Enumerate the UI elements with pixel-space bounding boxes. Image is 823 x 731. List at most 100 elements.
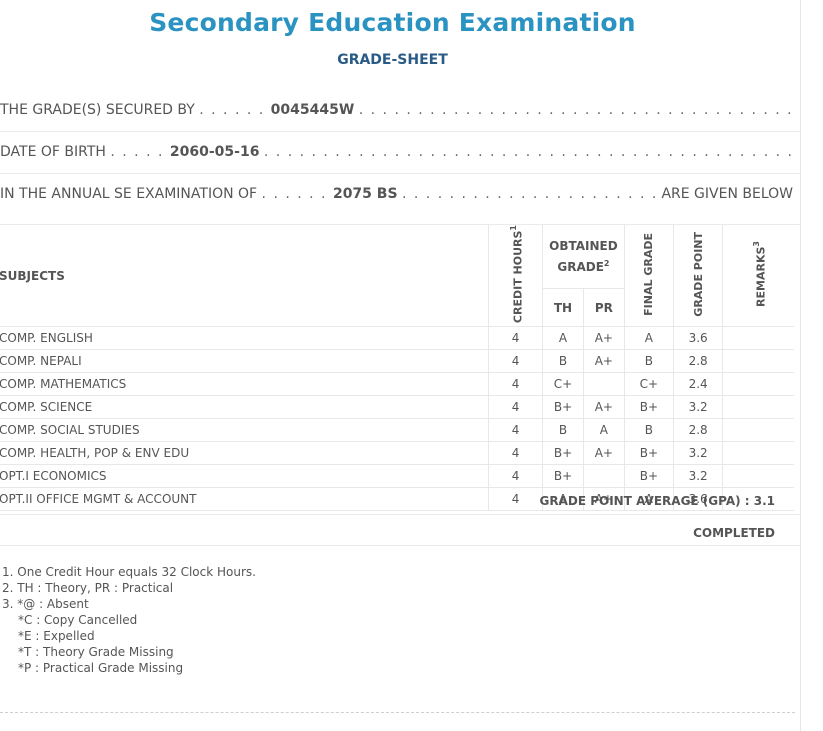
credit-cell: 4 bbox=[487, 464, 543, 489]
final-grade-cell: B bbox=[623, 418, 674, 443]
credit-cell: 4 bbox=[487, 326, 543, 351]
header-obtained-grade: OBTAINED GRADE2 bbox=[542, 225, 625, 289]
grade-point-cell: 3.2 bbox=[673, 395, 723, 420]
footnote: *T : Theory Grade Missing bbox=[18, 645, 174, 659]
subject-cell: COMP. SCIENCE bbox=[0, 395, 489, 420]
final-grade-cell: B+ bbox=[623, 441, 674, 466]
table-row: COMP. SOCIAL STUDIES 4 B A B 2.8 bbox=[0, 418, 794, 443]
footnote: 1. One Credit Hour equals 32 Clock Hours… bbox=[2, 565, 256, 579]
footnotes: 1. One Credit Hour equals 32 Clock Hours… bbox=[2, 564, 256, 676]
final-grade-cell: B bbox=[623, 349, 674, 374]
separator bbox=[0, 224, 800, 225]
th-grade-cell: B+ bbox=[542, 395, 584, 420]
exam-label: IN THE ANNUAL SE EXAMINATION OF bbox=[0, 186, 258, 202]
grade-point-cell: 3.6 bbox=[673, 326, 723, 351]
table-row: COMP. SCIENCE 4 B+ A+ B+ 3.2 bbox=[0, 395, 794, 420]
page-title: Secondary Education Examination bbox=[149, 8, 636, 37]
credit-cell: 4 bbox=[487, 487, 543, 512]
dot-leader: . . . . . . . . . . . . . . . . . . . . … bbox=[263, 144, 795, 160]
exam-suffix: ARE GIVEN BELOW bbox=[659, 184, 793, 204]
credit-cell: 4 bbox=[487, 372, 543, 397]
table-row: OPT.I ECONOMICS 4 B+ B+ 3.2 bbox=[0, 464, 794, 489]
dob-value: 2060-05-16 bbox=[169, 144, 260, 160]
exam-year: 2075 BS bbox=[332, 186, 398, 202]
grades-table: SUBJECTS CREDIT HOURS1 OBTAINED GRADE2 F… bbox=[0, 225, 794, 512]
credit-cell: 4 bbox=[487, 395, 543, 420]
grade-point-cell: 2.8 bbox=[673, 349, 723, 374]
grade-point-cell: 3.2 bbox=[673, 441, 723, 466]
pr-grade-cell: A+ bbox=[582, 326, 625, 351]
separator bbox=[0, 514, 800, 515]
header-pr: PR bbox=[582, 288, 625, 328]
header-subjects: SUBJECTS bbox=[0, 225, 489, 328]
header-final-grade: FINAL GRADE bbox=[623, 225, 674, 328]
remarks-cell bbox=[722, 487, 794, 512]
header-th: TH bbox=[542, 288, 584, 328]
separator bbox=[0, 173, 800, 174]
secured-by-line: THE GRADE(S) SECURED BY . . . . . . 0045… bbox=[0, 100, 795, 120]
remarks-cell bbox=[722, 349, 794, 374]
remarks-cell bbox=[722, 326, 794, 351]
footnote: *P : Practical Grade Missing bbox=[18, 661, 184, 675]
subject-cell: COMP. SOCIAL STUDIES bbox=[0, 418, 489, 443]
pr-grade-cell: A+ bbox=[582, 487, 625, 512]
footnote: 2. TH : Theory, PR : Practical bbox=[2, 581, 174, 595]
pr-grade-cell bbox=[582, 464, 625, 489]
credit-cell: 4 bbox=[487, 349, 543, 374]
header-credit-hours: CREDIT HOURS1 bbox=[487, 225, 543, 328]
remarks-cell bbox=[722, 464, 794, 489]
pr-grade-cell: A bbox=[582, 418, 625, 443]
header-remarks: REMARKS3 bbox=[722, 225, 794, 328]
gpa-summary: GRADE POINT AVERAGE (GPA) : 3.1 bbox=[539, 494, 776, 508]
grade-point-cell: 2.4 bbox=[673, 372, 723, 397]
credit-cell: 4 bbox=[487, 418, 543, 443]
grade-point-cell: 3.2 bbox=[673, 464, 723, 489]
dob-label: DATE OF BIRTH bbox=[0, 144, 106, 160]
table-row: COMP. ENGLISH 4 A A+ A 3.6 bbox=[0, 326, 794, 351]
final-grade-cell: B+ bbox=[623, 395, 674, 420]
pr-grade-cell: A+ bbox=[582, 395, 625, 420]
secured-by-label: THE GRADE(S) SECURED BY bbox=[0, 102, 195, 118]
table-row: COMP. HEALTH, POP & ENV EDU 4 B+ A+ B+ 3.2 bbox=[0, 441, 794, 466]
footnote: 3. *@ : Absent bbox=[2, 597, 89, 611]
th-grade-cell: A bbox=[542, 487, 584, 512]
th-grade-cell: A bbox=[542, 326, 584, 351]
final-grade-cell: A bbox=[623, 326, 674, 351]
dob-line: DATE OF BIRTH . . . . . 2060-05-16 . . .… bbox=[0, 142, 795, 162]
th-grade-cell: C+ bbox=[542, 372, 584, 397]
dot-leader: . . . . . bbox=[110, 144, 170, 160]
final-grade-cell: B+ bbox=[623, 464, 674, 489]
separator bbox=[0, 545, 800, 546]
page-edge bbox=[800, 0, 801, 731]
th-grade-cell: B+ bbox=[542, 464, 584, 489]
subject-cell: COMP. ENGLISH bbox=[0, 326, 489, 351]
remarks-cell bbox=[722, 418, 794, 443]
dashed-divider bbox=[0, 712, 795, 713]
pr-grade-cell: A+ bbox=[582, 441, 625, 466]
footnote: *C : Copy Cancelled bbox=[18, 613, 138, 627]
grade-point-cell: 3.6 bbox=[673, 487, 723, 512]
table-row: COMP. MATHEMATICS 4 C+ C+ 2.4 bbox=[0, 372, 794, 397]
pr-grade-cell: A+ bbox=[582, 349, 625, 374]
remarks-cell bbox=[722, 372, 794, 397]
page-subtitle: GRADE-SHEET bbox=[337, 52, 448, 68]
dot-leader: . . . . . . bbox=[261, 186, 333, 202]
footnote: *E : Expelled bbox=[18, 629, 95, 643]
th-grade-cell: B+ bbox=[542, 441, 584, 466]
th-grade-cell: B bbox=[542, 349, 584, 374]
header-grade-point: GRADE POINT bbox=[673, 225, 723, 328]
table-row: OPT.II OFFICE MGMT & ACCOUNT 4 A A+ A 3.6 bbox=[0, 487, 794, 512]
symbol-number: 0045445W bbox=[270, 102, 355, 118]
status-badge: COMPLETED bbox=[693, 526, 775, 540]
subject-cell: COMP. HEALTH, POP & ENV EDU bbox=[0, 441, 489, 466]
dot-leader: . . . . . . . . . . . . . . . . . . . . … bbox=[358, 102, 795, 118]
final-grade-cell: C+ bbox=[623, 372, 674, 397]
final-grade-cell: A bbox=[623, 487, 674, 512]
pr-grade-cell bbox=[582, 372, 625, 397]
table-row: COMP. NEPALI 4 B A+ B 2.8 bbox=[0, 349, 794, 374]
grade-sheet-page: Secondary Education Examination GRADE-SH… bbox=[0, 8, 800, 713]
remarks-cell bbox=[722, 441, 794, 466]
subject-cell: COMP. MATHEMATICS bbox=[0, 372, 489, 397]
grade-point-cell: 2.8 bbox=[673, 418, 723, 443]
separator bbox=[0, 131, 800, 132]
